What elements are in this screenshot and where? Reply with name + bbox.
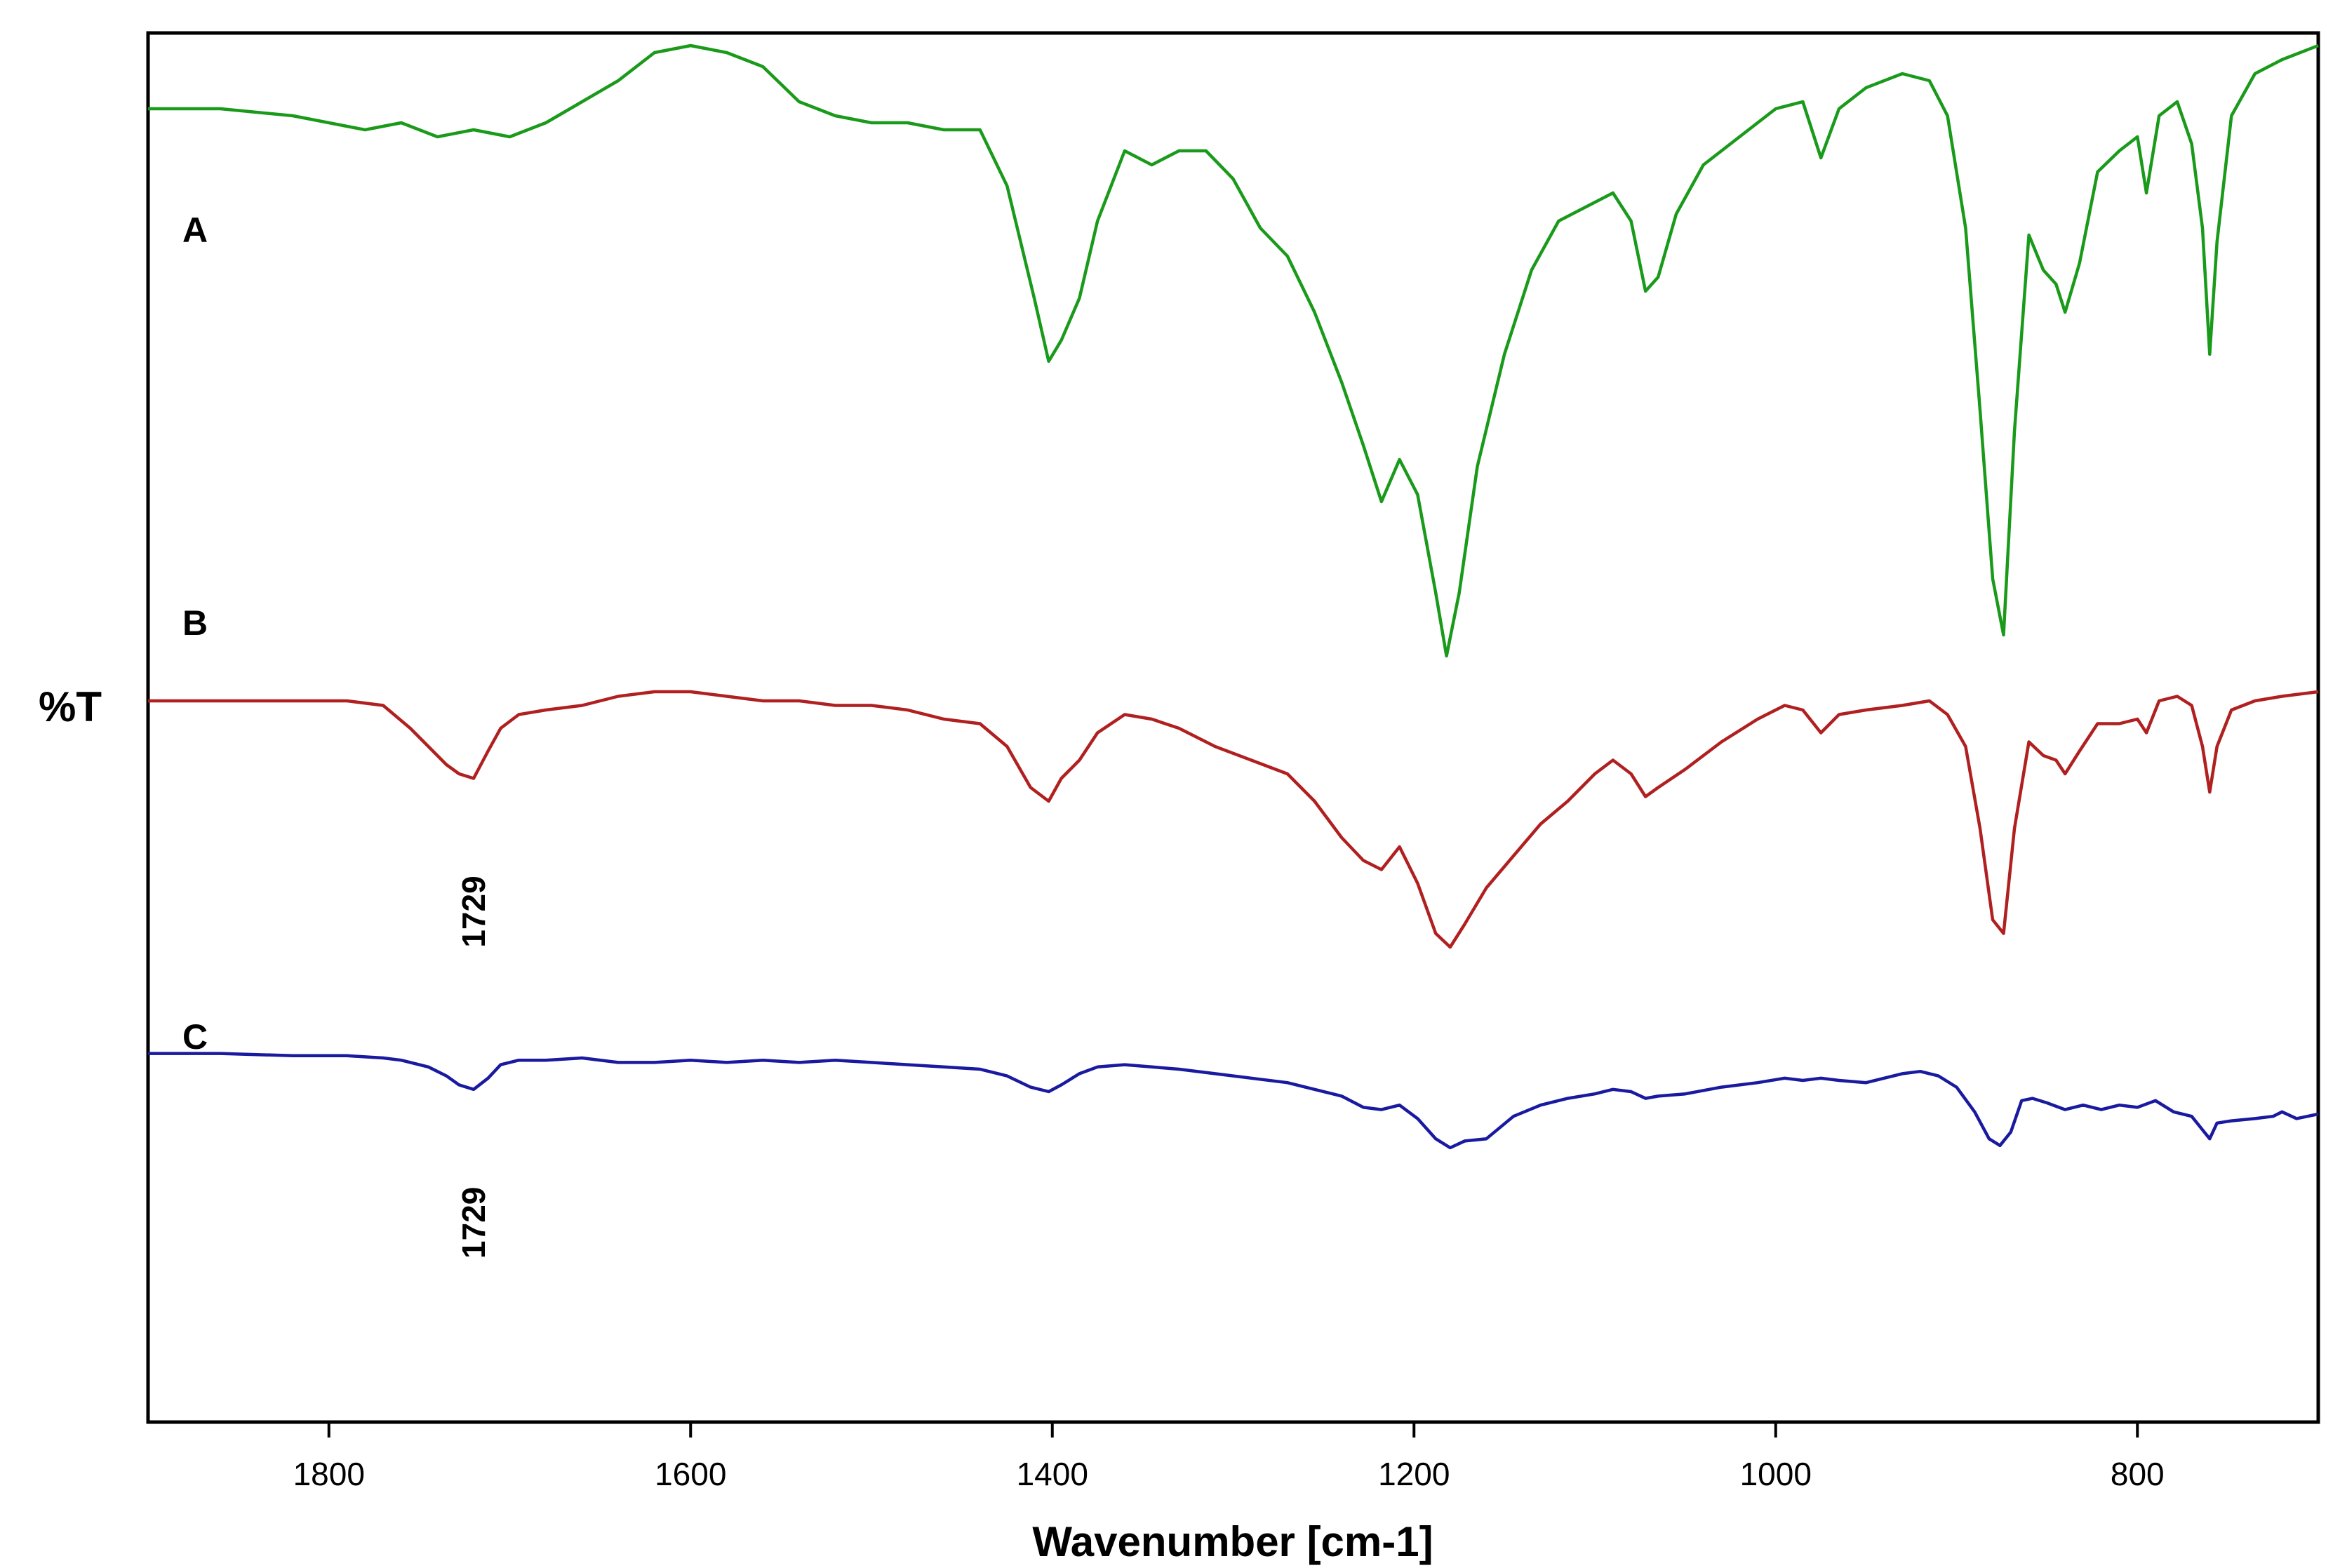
x-tick-label-1200: 1200 (1378, 1456, 1450, 1492)
series-line-a (148, 43, 2319, 658)
x-tick-label-1800: 1800 (293, 1456, 365, 1492)
series-label-c: C (182, 1017, 208, 1057)
series-label-a: A (182, 210, 208, 250)
series-line-c (148, 1052, 2319, 1150)
series-line-b (148, 690, 2319, 949)
x-tick-label-1400: 1400 (1017, 1456, 1088, 1492)
x-axis-ticks: 1800 1600 1400 1200 1000 800 (293, 1422, 2165, 1492)
peak-label-b: 1729 (455, 876, 492, 947)
x-tick-label-1000: 1000 (1740, 1456, 1812, 1492)
x-axis-title: Wavenumber [cm-1] (1032, 1518, 1433, 1565)
plot-frame (146, 31, 2320, 1424)
series-label-b: B (182, 603, 208, 643)
peak-label-c: 1729 (455, 1187, 492, 1259)
y-axis-title: %T (39, 683, 102, 730)
x-tick-label-1600: 1600 (655, 1456, 726, 1492)
series-lines (148, 43, 2319, 1150)
peak-annotations: 1729 1729 (455, 876, 492, 1259)
x-tick-label-800: 800 (2111, 1456, 2165, 1492)
series-labels: A B C (182, 210, 208, 1057)
